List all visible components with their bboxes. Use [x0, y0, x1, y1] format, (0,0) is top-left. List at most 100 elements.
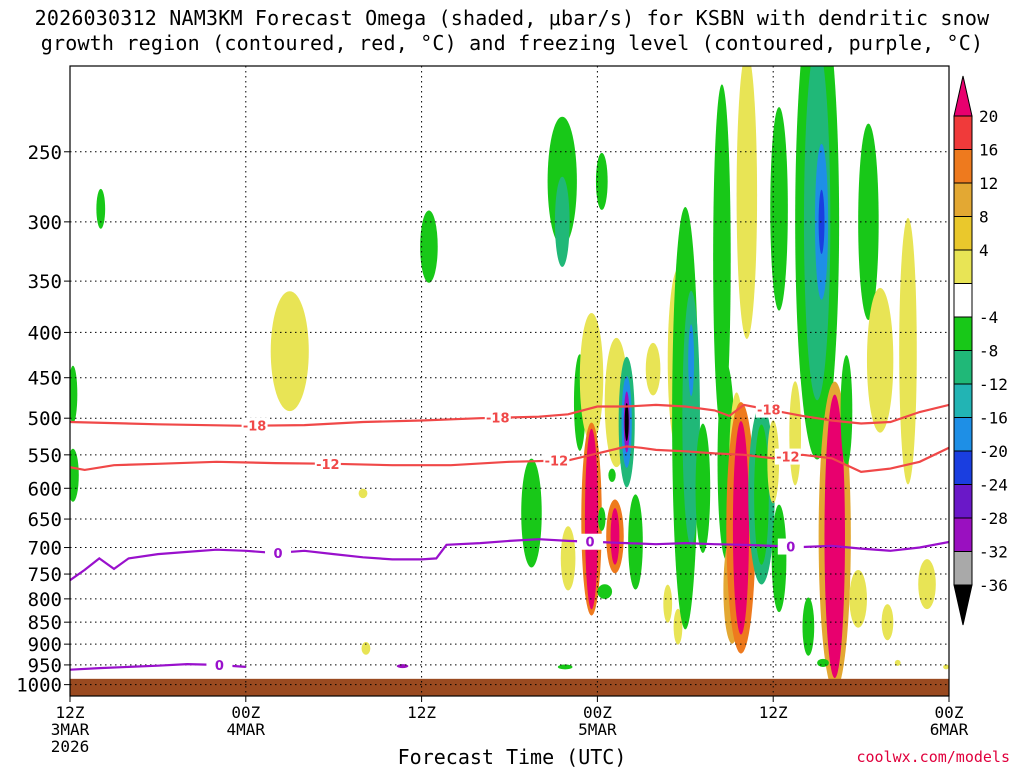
- y-tick-label: 600: [28, 478, 62, 500]
- x-tick-label: 12Z: [56, 703, 85, 722]
- credit-text[interactable]: coolwx.com/models: [856, 748, 1010, 766]
- colorbar-segment: [953, 283, 973, 318]
- y-tick-label: 900: [28, 634, 62, 656]
- chart-title-line1: 2026030312 NAM3KM Forecast Omega (shaded…: [34, 6, 990, 30]
- omega-cell: [849, 569, 867, 628]
- x-tick-label: 5MAR: [578, 720, 617, 739]
- omega-cell: [817, 658, 829, 667]
- omega-cell: [866, 287, 894, 433]
- colorbar-tick-label: 16: [979, 141, 998, 160]
- omega-cell: [802, 597, 815, 656]
- omega-cell: [597, 584, 613, 599]
- contour-label-bg: [314, 455, 341, 472]
- contour-line: [70, 445, 949, 474]
- omega-cell: [663, 584, 673, 623]
- contour-label: 0: [786, 541, 795, 556]
- omega-cell: [858, 123, 879, 321]
- y-tick-label: 300: [28, 212, 62, 234]
- colorbar-tick-label: 4: [979, 241, 989, 260]
- colorbar-tick-label: 12: [979, 174, 998, 193]
- omega-cell: [358, 488, 368, 499]
- chart-title-line2: growth region (contoured, red, °C) and f…: [40, 31, 984, 55]
- y-tick-label: 500: [28, 408, 62, 430]
- colorbar-tick-label: -12: [979, 375, 1008, 394]
- colorbar-tick-label: -8: [979, 342, 998, 361]
- contour-label-bg: [774, 448, 801, 465]
- omega-cell: [645, 342, 661, 396]
- omega-cell: [554, 176, 570, 267]
- omega-cell: [361, 642, 371, 655]
- x-axis-title: Forecast Time (UTC): [397, 745, 627, 769]
- contour-label-bg: [265, 544, 292, 561]
- colorbar-segment: [953, 316, 973, 351]
- colorbar-tick-label: 20: [979, 107, 998, 126]
- omega-cell: [713, 84, 731, 433]
- y-tick-label: 450: [28, 368, 62, 390]
- x-tick-label: 4MAR: [227, 720, 266, 739]
- omega-cell: [881, 604, 894, 641]
- contour-label: -12: [316, 458, 340, 473]
- omega-cell: [96, 188, 106, 229]
- omega-cell: [557, 664, 573, 670]
- colorbar-tick-label: -24: [979, 476, 1008, 495]
- colorbar-segment: [953, 551, 973, 586]
- temperature-contours: -18 -18 -18 -12 -12 -12 0 0 0 0: [70, 401, 949, 674]
- omega-cell: [673, 608, 683, 645]
- omega-cell: [70, 448, 79, 502]
- omega-cell: [70, 365, 78, 424]
- omega-cell: [789, 381, 802, 486]
- colorbar-top-arrow: [953, 75, 973, 117]
- omega-cell: [420, 210, 438, 283]
- colorbar-segment: [953, 182, 973, 217]
- contour-label: -12: [545, 455, 569, 470]
- colorbar-tick-label: 8: [979, 208, 989, 227]
- x-tick-label: 3MAR: [51, 720, 90, 739]
- omega-cell: [610, 508, 620, 565]
- contour-line: [70, 403, 949, 427]
- omega-cell: [396, 664, 409, 669]
- contour-label: 0: [215, 659, 224, 674]
- omega-shading: [70, 66, 949, 692]
- omega-cell: [899, 217, 917, 485]
- omega-cell: [628, 494, 643, 590]
- contour-label-bg: [543, 452, 570, 469]
- colorbar-segment: [953, 249, 973, 284]
- omega-cell: [595, 152, 608, 210]
- terrain-fill: [70, 678, 949, 696]
- x-tick-label: 00Z: [231, 703, 260, 722]
- colorbar-tick-label: -20: [979, 442, 1008, 461]
- contour-label-bg: [577, 533, 604, 550]
- y-tick-label: 250: [28, 142, 62, 164]
- contour-label: 0: [586, 536, 595, 551]
- omega-cell: [688, 324, 695, 397]
- omega-cell: [736, 66, 758, 339]
- omega-cell: [560, 526, 576, 591]
- colorbar: 20 16 12 8 4 -4 -8 -12 -16 -20 -24 -28 -32 -36: [953, 75, 1008, 626]
- colorbar-segment: [953, 417, 973, 452]
- contour-label-bg: [206, 657, 233, 674]
- x-tick-label: 6MAR: [930, 720, 969, 739]
- y-tick-label: 1000: [16, 675, 62, 697]
- omega-cell: [584, 428, 599, 610]
- contour-label-bg: [755, 401, 782, 418]
- contour-label-bg: [241, 417, 268, 434]
- colorbar-tick-label: -36: [979, 576, 1008, 595]
- x-tick-label: 00Z: [583, 703, 612, 722]
- contour-label-bg: [777, 538, 804, 555]
- colorbar-tick-label: -28: [979, 509, 1008, 528]
- omega-cell: [598, 507, 606, 531]
- colorbar-segment: [953, 350, 973, 385]
- y-tick-label: 650: [28, 509, 62, 531]
- omega-cell: [754, 424, 769, 565]
- colorbar-tick-label: -4: [979, 308, 998, 327]
- pressure-axis: 2503003504004505005506006507007508008509…: [16, 142, 70, 697]
- y-tick-label: 750: [28, 564, 62, 586]
- x-tick-label: 12Z: [407, 703, 436, 722]
- colorbar-segment: [953, 149, 973, 184]
- y-tick-label: 700: [28, 538, 62, 560]
- x-tick-label: 12Z: [759, 703, 788, 722]
- contour-label: -18: [243, 420, 267, 435]
- x-tick-label: 2026: [51, 737, 90, 756]
- y-tick-label: 550: [28, 445, 62, 467]
